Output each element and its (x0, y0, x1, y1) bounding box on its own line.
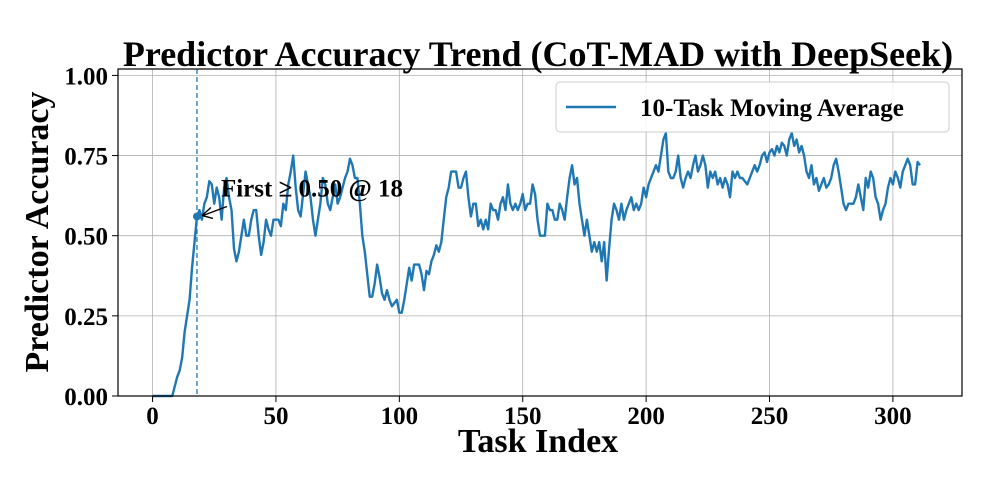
y-tick-label: 1.00 (64, 63, 108, 90)
legend: 10-Task Moving Average (555, 81, 950, 133)
plot-frame (117, 68, 963, 397)
y-axis-label: Predictor Accuracy (19, 91, 56, 372)
threshold-marker (192, 212, 201, 221)
x-tick-label: 200 (627, 403, 665, 430)
y-tick-label: 0.25 (64, 304, 108, 331)
legend-box (555, 81, 950, 133)
x-axis-label: Task Index (458, 423, 618, 460)
x-tick-label: 100 (381, 403, 419, 430)
x-axis-ticks: 0 50 100 150 200 250 300 (146, 396, 912, 430)
series-line-moving-average (152, 131, 922, 398)
x-tick-label: 300 (874, 403, 912, 430)
y-tick-label: 0.50 (64, 224, 108, 251)
x-tick-label: 50 (263, 403, 288, 430)
annotation-arrow-shaft (202, 205, 228, 217)
annotation-arrow-head (201, 206, 214, 220)
legend-label: 10-Task Moving Average (640, 95, 904, 122)
annotation-layer: First ≥ 0.50 @ 18 (192, 175, 403, 221)
chart-title: Predictor Accuracy Trend (CoT-MAD with D… (123, 34, 953, 74)
x-tick-label: 150 (504, 403, 542, 430)
y-axis-ticks: 0.00 0.25 0.50 0.75 1.00 (64, 63, 118, 411)
y-tick-label: 0.00 (64, 384, 108, 411)
x-tick-label: 0 (146, 403, 159, 430)
y-tick-label: 0.75 (64, 144, 108, 171)
series-layer (152, 131, 922, 398)
annotation-label: First ≥ 0.50 @ 18 (221, 175, 403, 202)
x-tick-label: 250 (751, 403, 789, 430)
